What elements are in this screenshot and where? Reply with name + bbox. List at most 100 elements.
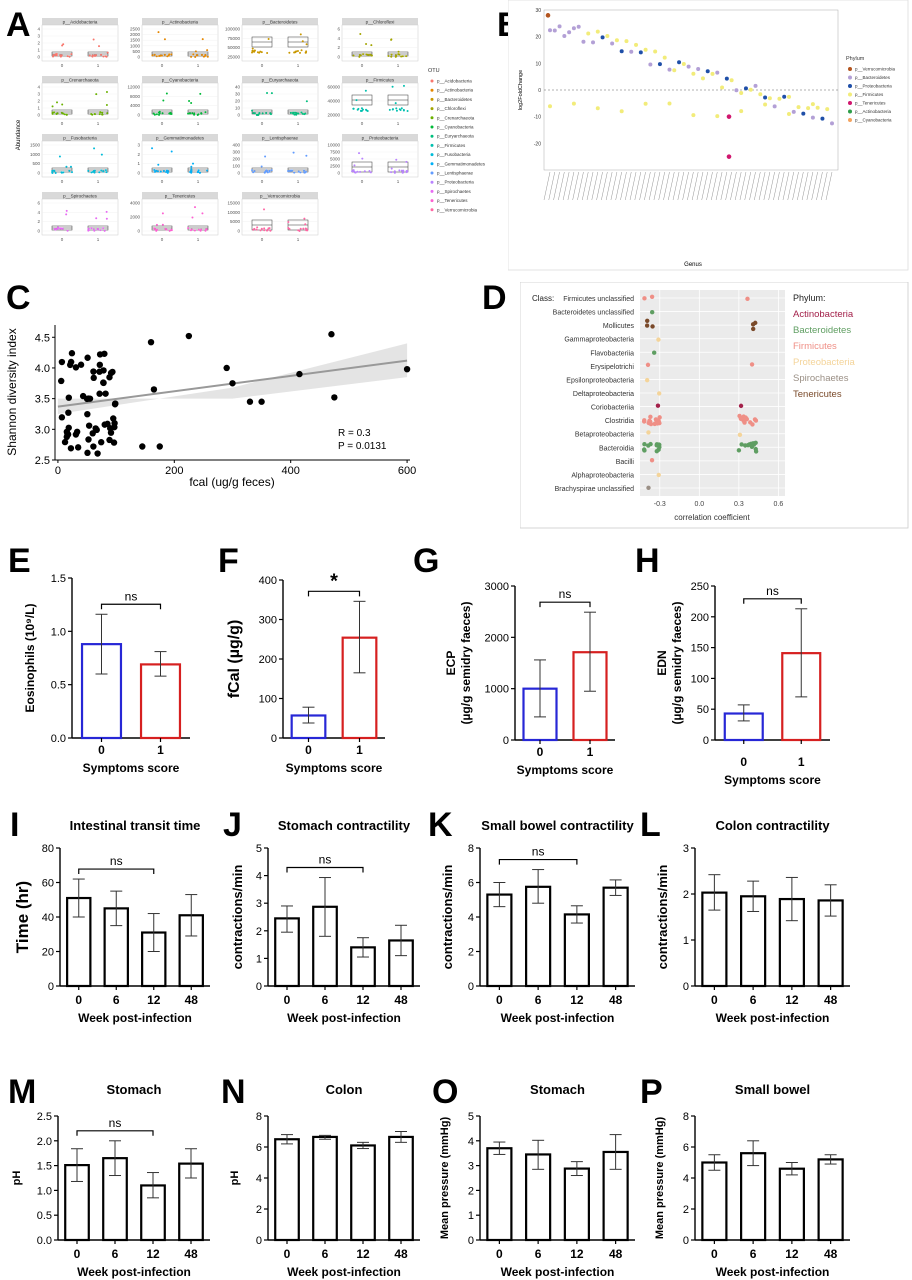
fold-change-point bbox=[619, 49, 624, 54]
class-label: Flavobacteriia bbox=[590, 350, 634, 357]
data-point bbox=[51, 171, 54, 174]
data-point bbox=[305, 170, 308, 173]
data-point bbox=[362, 53, 365, 56]
legend-swatch bbox=[430, 180, 434, 184]
data-point bbox=[65, 394, 73, 401]
data-point bbox=[400, 107, 403, 110]
genus-tick-label bbox=[734, 171, 742, 201]
facet-xtick: 1 bbox=[297, 237, 300, 242]
data-point bbox=[85, 422, 93, 429]
facet-title: p__Cyanobacteria bbox=[162, 78, 199, 83]
y-tick-label: 1 bbox=[683, 935, 689, 947]
legend-swatch bbox=[430, 107, 434, 111]
x-tick-label: 0 bbox=[711, 993, 718, 1007]
panel-label-e: E bbox=[8, 542, 31, 580]
facet-ytick: 0 bbox=[137, 229, 140, 234]
data-point bbox=[303, 217, 306, 220]
data-point bbox=[109, 368, 116, 376]
fold-change-point bbox=[557, 24, 562, 29]
data-point bbox=[256, 113, 259, 116]
x-tick-label: 0 bbox=[496, 993, 503, 1007]
data-point bbox=[251, 169, 254, 172]
data-point bbox=[58, 377, 65, 385]
y-tick-label: 1.5 bbox=[51, 573, 66, 585]
genus-tick-label bbox=[696, 171, 704, 201]
data-point bbox=[53, 170, 56, 173]
facet-xtick: 1 bbox=[397, 121, 400, 126]
data-point bbox=[154, 228, 157, 231]
facet-xtick: 1 bbox=[297, 121, 300, 126]
genus-tick-label bbox=[558, 171, 565, 201]
facet-title: p__Tenericutes bbox=[165, 194, 196, 199]
data-point bbox=[84, 449, 91, 457]
data-point bbox=[301, 40, 304, 43]
fold-change-point bbox=[691, 71, 696, 76]
genus-tick-label bbox=[806, 171, 814, 201]
y-axis-label: contractions/min bbox=[655, 865, 670, 970]
data-point bbox=[297, 112, 300, 115]
genus-tick-label bbox=[672, 171, 680, 201]
data-point bbox=[295, 50, 298, 53]
fold-change-point bbox=[681, 62, 686, 67]
ytick-label: 0 bbox=[538, 88, 541, 94]
data-point bbox=[359, 54, 362, 57]
chart-title: Colon bbox=[326, 1082, 363, 1097]
data-point bbox=[295, 113, 298, 116]
data-point bbox=[266, 91, 269, 94]
data-point bbox=[390, 55, 393, 58]
facet-title: p__Proteobacteria bbox=[362, 136, 399, 141]
y-tick-label: 0 bbox=[256, 1235, 262, 1247]
data-point bbox=[93, 147, 96, 150]
data-point bbox=[263, 229, 266, 232]
data-point bbox=[96, 390, 103, 397]
facet-ytick: 10000 bbox=[227, 210, 240, 215]
x-tick-label: 48 bbox=[394, 1247, 408, 1261]
facet-title: p__Verrucomicrobia bbox=[260, 194, 301, 199]
correlation-point bbox=[655, 403, 661, 408]
y-tick-label: 0 bbox=[468, 981, 474, 993]
data-point bbox=[398, 169, 401, 172]
y-tick-label: 300 bbox=[259, 615, 277, 627]
y-tick-label: 3 bbox=[256, 898, 262, 910]
x-tick-label: 12 bbox=[146, 1247, 160, 1261]
genus-tick-label bbox=[610, 171, 618, 201]
data-point bbox=[188, 99, 191, 102]
panel-c-r: R = 0.3 bbox=[338, 428, 371, 439]
data-point bbox=[399, 108, 402, 111]
data-point bbox=[263, 171, 266, 174]
data-point bbox=[201, 38, 204, 41]
facet-strip bbox=[142, 134, 218, 141]
data-point bbox=[200, 53, 203, 56]
correlation-point bbox=[642, 418, 647, 423]
facet-strip bbox=[42, 18, 118, 25]
data-point bbox=[110, 415, 117, 422]
fold-change-point bbox=[571, 26, 576, 31]
correlation-point bbox=[738, 403, 744, 409]
fold-change-point bbox=[638, 50, 643, 55]
genus-tick-label bbox=[562, 171, 570, 201]
data-point bbox=[359, 170, 362, 173]
data-point bbox=[331, 394, 338, 401]
ytick-label: 20 bbox=[535, 35, 541, 41]
x-tick-label: 48 bbox=[824, 1247, 838, 1261]
correlation-point bbox=[657, 391, 662, 396]
correlation-point bbox=[656, 472, 661, 478]
data-point bbox=[390, 171, 393, 174]
significance-bracket bbox=[78, 868, 155, 875]
data-point bbox=[252, 228, 255, 231]
data-point bbox=[305, 100, 308, 103]
data-point bbox=[158, 113, 161, 116]
data-point bbox=[156, 443, 163, 450]
data-point bbox=[95, 93, 98, 96]
facet-ytick: 1 bbox=[137, 161, 140, 166]
x-tick-label: 1 bbox=[798, 755, 805, 769]
data-point bbox=[390, 167, 393, 170]
data-point bbox=[361, 157, 364, 160]
data-point bbox=[293, 113, 296, 116]
y-tick-label: 0 bbox=[468, 1235, 474, 1247]
bar bbox=[350, 1144, 376, 1242]
data-point bbox=[197, 170, 200, 173]
data-point bbox=[147, 338, 155, 346]
facet-ytick: 4 bbox=[37, 27, 40, 32]
